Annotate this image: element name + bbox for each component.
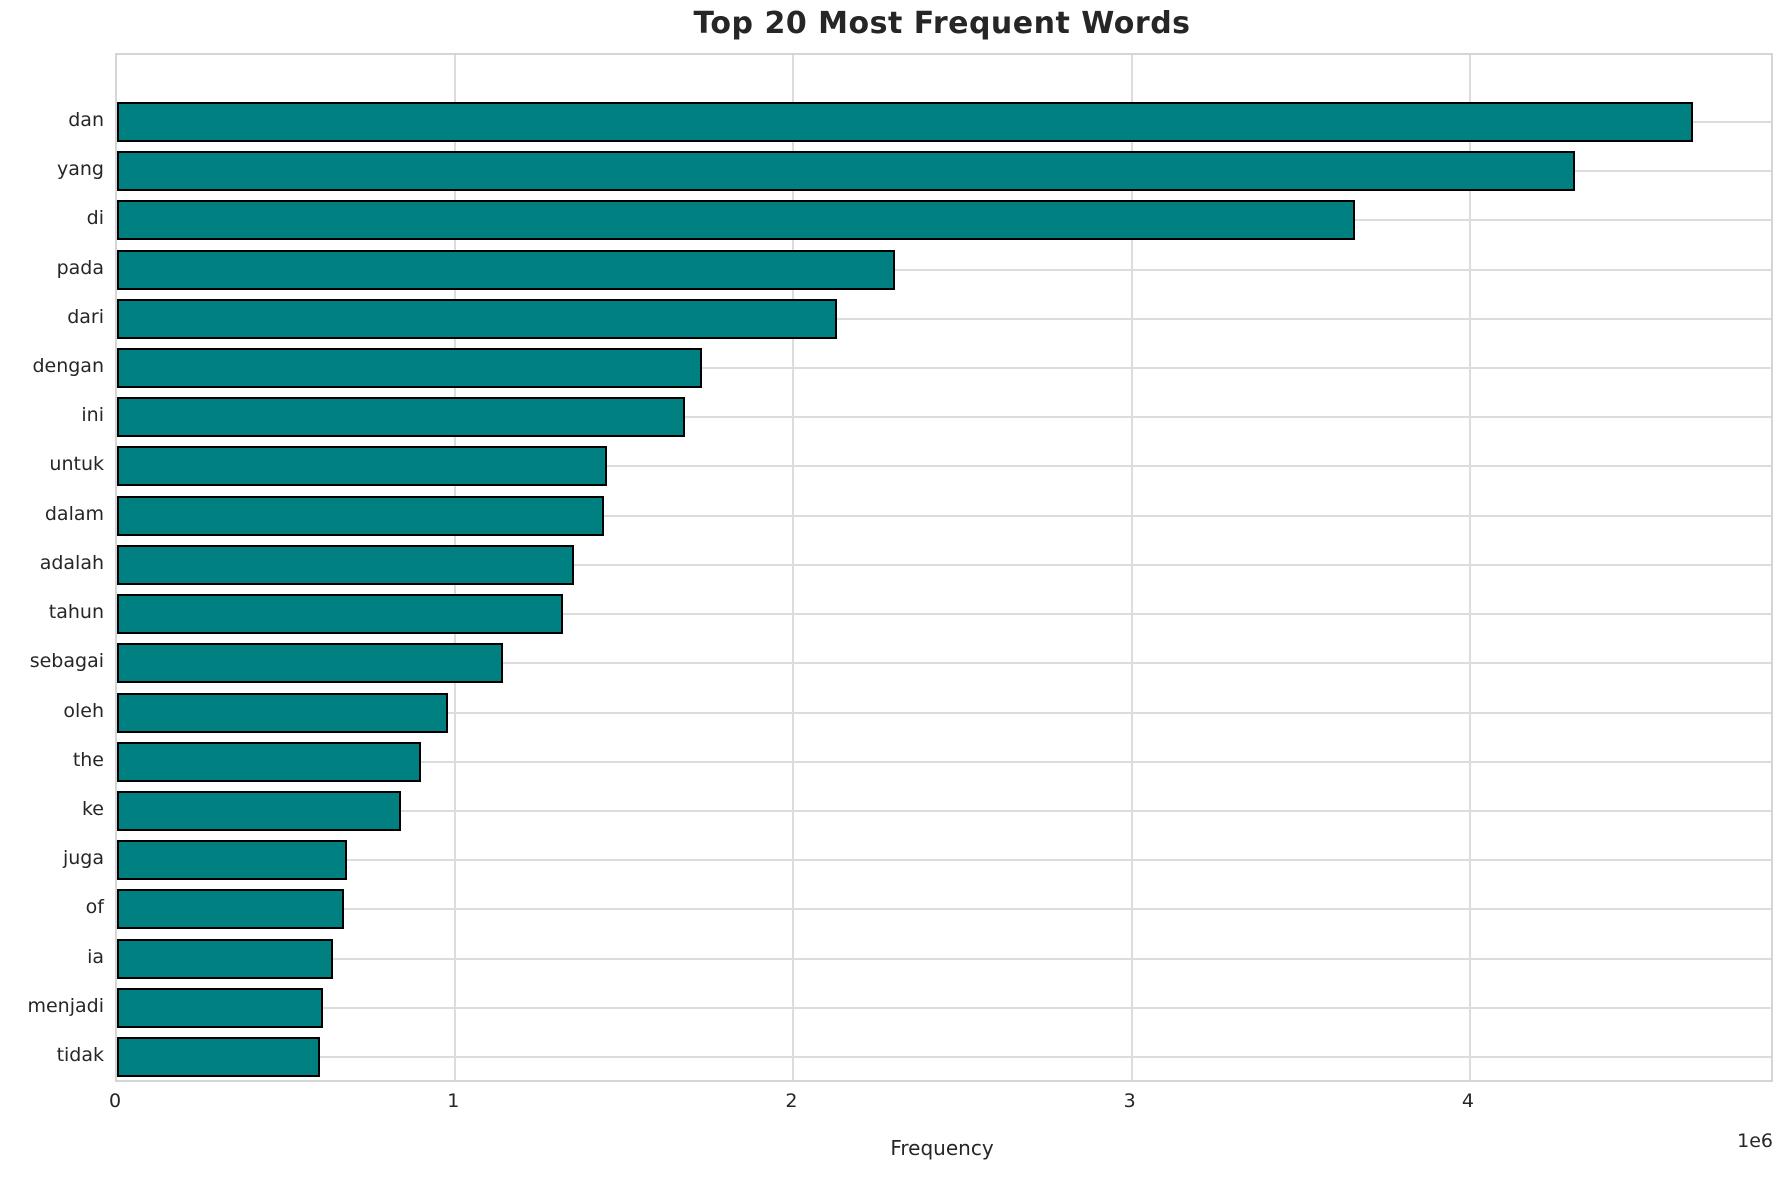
bar-dengan: [117, 348, 703, 389]
horizontal-gridline: [117, 957, 1771, 960]
y-tick-label: of: [85, 896, 104, 919]
y-tick-label: untuk: [49, 453, 104, 476]
horizontal-gridline: [117, 1055, 1771, 1058]
chart-title: Top 20 Most Frequent Words: [693, 6, 1191, 41]
bar-dalam: [117, 495, 605, 536]
y-tick-label: menjadi: [27, 994, 104, 1017]
horizontal-gridline: [117, 859, 1771, 862]
horizontal-gridline: [117, 613, 1771, 616]
y-tick-label: dengan: [32, 355, 104, 378]
y-tick-label: di: [86, 207, 104, 230]
vertical-gridline: [1468, 55, 1471, 1080]
y-tick-label: adalah: [39, 551, 104, 574]
y-tick-label: ini: [81, 404, 104, 427]
bar-tahun: [117, 594, 564, 635]
x-tick-label: 1: [447, 1090, 460, 1112]
y-tick-label: juga: [62, 847, 104, 870]
bar-yang: [117, 151, 1575, 192]
bar-di: [117, 200, 1355, 241]
vertical-gridline: [1130, 55, 1133, 1080]
y-tick-label: dalam: [44, 502, 104, 525]
bar-untuk: [117, 446, 608, 487]
x-axis-label: Frequency: [890, 1136, 994, 1160]
y-tick-label: tahun: [48, 601, 104, 624]
horizontal-gridline: [117, 1006, 1771, 1009]
y-tick-label: ia: [87, 945, 104, 968]
horizontal-gridline: [117, 317, 1771, 320]
horizontal-gridline: [117, 711, 1771, 714]
bar-dan: [117, 102, 1694, 142]
vertical-gridline: [792, 55, 795, 1080]
horizontal-gridline: [117, 367, 1771, 370]
y-tick-label: dan: [68, 109, 104, 131]
horizontal-gridline: [117, 563, 1771, 566]
horizontal-gridline: [117, 809, 1771, 812]
y-tick-label: yang: [57, 158, 104, 181]
y-tick-label: dari: [67, 305, 104, 328]
horizontal-gridline: [117, 760, 1771, 763]
bar-of: [117, 889, 344, 930]
plot-area: [115, 53, 1773, 1082]
y-tick-label: tidak: [56, 1043, 104, 1066]
bar-juga: [117, 840, 347, 881]
bar-pada: [117, 249, 895, 290]
y-tick-label: the: [72, 748, 104, 771]
bar-oleh: [117, 692, 449, 733]
x-tick-label: 0: [108, 1090, 122, 1112]
horizontal-gridline: [117, 416, 1771, 419]
x-tick-label: 2: [785, 1090, 798, 1112]
y-tick-label: pada: [56, 256, 104, 279]
bar-ini: [117, 397, 686, 438]
horizontal-gridline: [117, 662, 1771, 665]
horizontal-gridline: [117, 514, 1771, 517]
bar-adalah: [117, 544, 574, 585]
bar-ia: [117, 938, 334, 979]
horizontal-gridline: [117, 908, 1771, 911]
axis-offset-label: 1e6: [1737, 1130, 1773, 1152]
x-tick-label: 3: [1123, 1090, 1136, 1112]
bar-the: [117, 741, 422, 782]
bar-sebagai: [117, 643, 503, 684]
y-tick-label: oleh: [63, 699, 104, 722]
horizontal-gridline: [117, 268, 1771, 271]
horizontal-gridline: [117, 465, 1771, 468]
bar-tidak: [117, 1036, 320, 1077]
bar-ke: [117, 790, 402, 831]
x-tick-label: 4: [1461, 1090, 1474, 1112]
y-tick-label: sebagai: [29, 650, 104, 673]
y-tick-label: ke: [81, 797, 104, 820]
bar-menjadi: [117, 987, 324, 1028]
bar-dari: [117, 298, 838, 339]
